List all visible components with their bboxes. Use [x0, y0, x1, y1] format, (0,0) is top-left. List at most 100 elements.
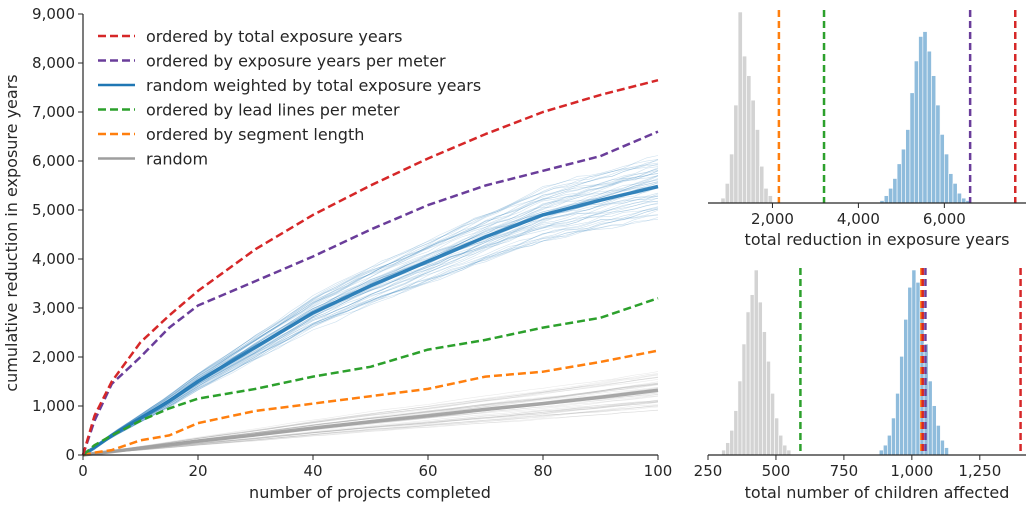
histogram-bar — [918, 36, 924, 204]
histogram-bar — [939, 134, 945, 204]
simulation-band-line — [82, 219, 659, 456]
simulation-band-line — [82, 169, 659, 456]
simulation-band-line — [82, 159, 659, 456]
histogram-bar — [746, 75, 752, 204]
histogram-bar — [907, 286, 913, 456]
y-tick-label: 9,000 — [32, 5, 75, 23]
simulation-band-line — [82, 373, 659, 456]
histogram-bar — [741, 343, 747, 456]
simulation-band-line — [82, 410, 659, 456]
histogram-bar — [729, 153, 735, 204]
y-tick-label: 4,000 — [32, 250, 75, 268]
legend-entry: ordered by lead lines per meter — [146, 101, 400, 120]
histogram-bar — [911, 269, 917, 456]
simulation-band-line — [82, 197, 659, 456]
simulation-band-line — [82, 208, 659, 456]
simulation-band-line — [82, 159, 659, 456]
hist-x-tick-label: 250 — [694, 462, 723, 480]
simulation-band-line — [82, 405, 659, 456]
simulation-band-line — [82, 195, 659, 456]
simulation-band-line — [82, 207, 659, 456]
simulation-band-line — [82, 377, 659, 456]
histogram-bar — [892, 178, 898, 204]
y-tick-label: 5,000 — [32, 201, 75, 219]
y-tick-label: 2,000 — [32, 348, 75, 366]
histogram-bar — [721, 449, 726, 456]
histogram-bar — [940, 439, 945, 456]
histogram-bar — [944, 153, 949, 204]
histogram-bar — [753, 269, 759, 456]
main-axes: 0 20 40 60 80 100 0 1,000 2,000 3,000 4,000 5,000 6,… — [32, 5, 672, 480]
simulation-band-line — [82, 208, 659, 456]
y-tick-label: 0 — [65, 446, 75, 464]
histogram-bar — [724, 183, 730, 204]
main-line-chart: 0 20 40 60 80 100 0 1,000 2,000 3,000 4,000 5,000 6,… — [2, 5, 672, 502]
children-affected-histogram: 250 500 750 1,000 1,250 — [694, 268, 1026, 480]
histogram-bar — [766, 360, 771, 456]
simulation-band-line — [82, 163, 659, 456]
x-tick-label: 80 — [533, 462, 552, 480]
histogram-bar — [778, 434, 784, 456]
histogram-bar — [737, 380, 743, 456]
histogram-bar — [899, 356, 904, 456]
histogram-bar — [759, 165, 765, 204]
histogram-bar — [915, 282, 921, 456]
simulation-band-line — [82, 173, 659, 456]
simulation-band-line — [82, 178, 659, 456]
simulation-band-line — [82, 201, 658, 456]
histogram-bar — [931, 405, 937, 456]
histogram-bar — [883, 444, 888, 456]
hist-x-tick-label: 1,000 — [890, 462, 933, 480]
histogram-bar — [961, 197, 967, 204]
simulation-band-line — [82, 374, 659, 456]
simulation-band-line — [82, 374, 659, 456]
simulation-band-line — [82, 160, 659, 456]
histogram-bar — [887, 434, 892, 456]
series-line-gray — [82, 388, 659, 457]
simulation-band-line — [82, 167, 659, 456]
y-axis-label: cumulative reduction in exposure years — [2, 74, 21, 391]
legend: ordered by total exposure years ordered b… — [98, 27, 481, 169]
histogram-bar — [774, 417, 779, 456]
simulation-band-line — [82, 198, 659, 456]
histogram-bar — [926, 50, 932, 204]
histogram-bar — [944, 447, 949, 456]
histogram-bar — [767, 195, 773, 204]
y-tick-label: 6,000 — [32, 152, 75, 170]
histogram-bar — [895, 393, 900, 456]
histogram-bar — [782, 444, 788, 456]
simulation-band-line — [82, 209, 659, 456]
y-tick-label: 3,000 — [32, 299, 75, 317]
simulation-band-line — [82, 214, 659, 456]
hist-x-tick-label: 750 — [830, 462, 859, 480]
histogram-bar — [901, 148, 906, 204]
simulation-band-line — [82, 166, 659, 456]
series-lines — [81, 78, 659, 457]
simulation-band-line — [82, 405, 659, 456]
simulation-band-line — [82, 164, 659, 456]
histogram-bar — [909, 92, 915, 204]
histogram-bar — [931, 75, 937, 204]
simulation-band-line — [82, 208, 659, 456]
hist-x-tick-label: 2,000 — [751, 210, 794, 228]
histogram-bar — [770, 393, 775, 456]
histogram-bar — [956, 192, 962, 204]
histogram-bar — [927, 380, 933, 456]
histogram-bar — [742, 55, 747, 204]
simulation-band-line — [82, 175, 659, 456]
simulation-band-line — [82, 377, 659, 456]
simulation-band-line — [82, 404, 659, 456]
simulation-band-line — [82, 155, 659, 456]
simulation-band-line — [82, 206, 659, 456]
x-tick-label: 40 — [303, 462, 322, 480]
histogram-bar — [922, 31, 928, 204]
x-tick-label: 100 — [644, 462, 673, 480]
simulation-bands — [82, 155, 659, 456]
x-tick-label: 0 — [78, 462, 88, 480]
histogram-bar — [913, 60, 919, 204]
simulation-band-line — [82, 404, 659, 456]
legend-entry: random — [146, 150, 208, 169]
y-tick-label: 8,000 — [32, 54, 75, 72]
legend-entry: random weighted by total exposure years — [146, 76, 481, 95]
